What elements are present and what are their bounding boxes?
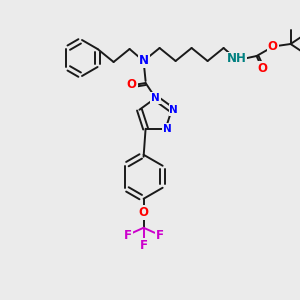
- Text: F: F: [156, 229, 164, 242]
- Text: F: F: [140, 239, 148, 252]
- Text: O: O: [127, 79, 136, 92]
- Text: N: N: [169, 105, 178, 115]
- Text: O: O: [258, 61, 268, 74]
- Text: O: O: [139, 206, 148, 219]
- Text: F: F: [124, 229, 132, 242]
- Text: O: O: [268, 40, 278, 52]
- Text: N: N: [151, 93, 160, 103]
- Text: N: N: [163, 124, 172, 134]
- Text: N: N: [139, 55, 148, 68]
- Text: NH: NH: [227, 52, 247, 65]
